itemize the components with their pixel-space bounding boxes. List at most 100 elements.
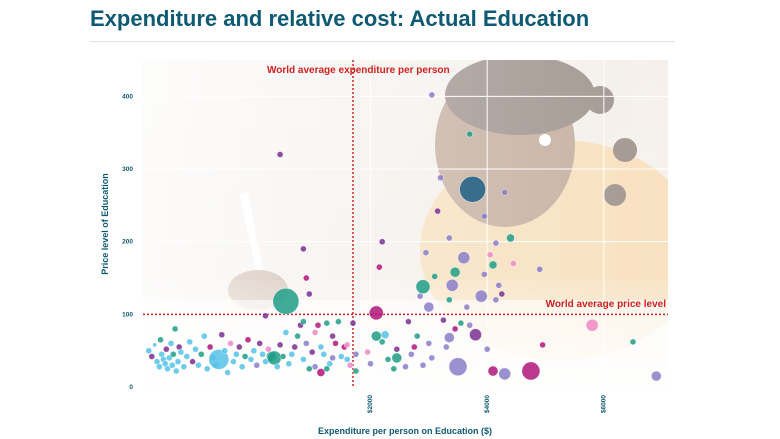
data-point[interactable] (352, 367, 360, 375)
data-point[interactable] (585, 318, 599, 332)
data-point[interactable] (495, 281, 503, 289)
data-point[interactable] (241, 353, 249, 360)
data-point[interactable] (244, 336, 252, 344)
data-point[interactable] (195, 361, 202, 369)
data-point[interactable] (474, 289, 488, 303)
data-point[interactable] (186, 338, 193, 346)
data-point[interactable] (445, 278, 459, 292)
data-point[interactable] (177, 348, 185, 356)
data-point[interactable] (266, 350, 282, 366)
data-point[interactable] (486, 251, 494, 258)
data-point[interactable] (380, 330, 390, 340)
data-point[interactable] (431, 273, 439, 280)
data-point[interactable] (156, 363, 163, 371)
data-point[interactable] (428, 91, 436, 99)
data-point[interactable] (305, 365, 313, 373)
data-point[interactable] (343, 356, 351, 363)
data-point[interactable] (423, 301, 435, 313)
data-point[interactable] (457, 319, 465, 327)
data-point[interactable] (247, 356, 255, 363)
data-point[interactable] (198, 350, 205, 358)
data-point[interactable] (173, 367, 180, 375)
data-point[interactable] (276, 151, 284, 158)
data-point[interactable] (285, 360, 293, 368)
data-point[interactable] (498, 290, 506, 298)
data-point[interactable] (437, 174, 444, 181)
data-point[interactable] (300, 356, 307, 363)
data-point[interactable] (375, 263, 383, 271)
data-point[interactable] (203, 365, 211, 373)
data-point[interactable] (317, 343, 325, 351)
data-point[interactable] (419, 361, 427, 369)
data-point[interactable] (170, 350, 177, 358)
data-point[interactable] (250, 347, 258, 355)
data-point[interactable] (492, 296, 500, 304)
data-point[interactable] (148, 353, 156, 360)
data-point[interactable] (233, 350, 240, 358)
data-point[interactable] (410, 343, 418, 351)
data-point[interactable] (206, 343, 214, 351)
data-point[interactable] (259, 350, 266, 358)
data-point[interactable] (364, 348, 371, 356)
data-point[interactable] (145, 347, 153, 355)
data-point[interactable] (164, 365, 171, 373)
data-point[interactable] (506, 233, 515, 243)
data-point[interactable] (314, 321, 322, 329)
data-point[interactable] (163, 345, 170, 353)
data-point[interactable] (332, 340, 339, 347)
data-point[interactable] (469, 328, 482, 342)
data-point[interactable] (337, 353, 345, 360)
data-point[interactable] (650, 370, 662, 382)
data-point[interactable] (352, 350, 360, 358)
data-point[interactable] (311, 329, 319, 336)
data-point[interactable] (487, 365, 499, 377)
data-point[interactable] (483, 345, 491, 353)
data-point[interactable] (343, 341, 351, 349)
data-point[interactable] (323, 365, 331, 373)
data-point[interactable] (384, 356, 392, 363)
data-point[interactable] (288, 350, 296, 358)
data-point[interactable] (498, 367, 512, 381)
data-point[interactable] (238, 363, 246, 371)
data-point[interactable] (445, 234, 453, 242)
data-point[interactable] (152, 342, 157, 348)
data-point[interactable] (393, 345, 401, 353)
data-point[interactable] (378, 338, 386, 346)
data-point[interactable] (346, 361, 354, 369)
data-point[interactable] (218, 331, 226, 339)
data-point[interactable] (449, 266, 461, 278)
data-point[interactable] (367, 360, 374, 368)
data-point[interactable] (510, 260, 517, 267)
data-point[interactable] (308, 348, 316, 356)
data-point[interactable] (521, 361, 541, 381)
data-point[interactable] (457, 251, 471, 265)
data-point[interactable] (370, 330, 382, 342)
data-point[interactable] (201, 332, 208, 340)
data-point[interactable] (316, 368, 326, 377)
data-point[interactable] (326, 360, 334, 368)
data-point[interactable] (329, 332, 336, 340)
data-point[interactable] (230, 358, 237, 365)
data-point[interactable] (171, 325, 179, 333)
data-point[interactable] (448, 357, 468, 377)
data-point[interactable] (262, 312, 269, 320)
data-point[interactable] (227, 340, 234, 347)
data-point[interactable] (425, 340, 433, 347)
data-point[interactable] (320, 350, 328, 358)
data-point[interactable] (501, 189, 509, 196)
data-point[interactable] (480, 271, 488, 278)
data-point[interactable] (480, 212, 488, 220)
data-point[interactable] (256, 340, 264, 347)
data-point[interactable] (405, 318, 412, 325)
data-point[interactable] (279, 353, 287, 360)
data-point[interactable] (305, 290, 313, 298)
data-point[interactable] (302, 274, 310, 282)
data-point[interactable] (174, 358, 182, 365)
data-point[interactable] (302, 340, 310, 347)
data-point[interactable] (208, 349, 230, 370)
data-point[interactable] (422, 249, 430, 256)
data-point[interactable] (192, 345, 199, 353)
data-point[interactable] (300, 245, 307, 253)
data-point[interactable] (273, 363, 281, 371)
data-point[interactable] (488, 260, 498, 270)
